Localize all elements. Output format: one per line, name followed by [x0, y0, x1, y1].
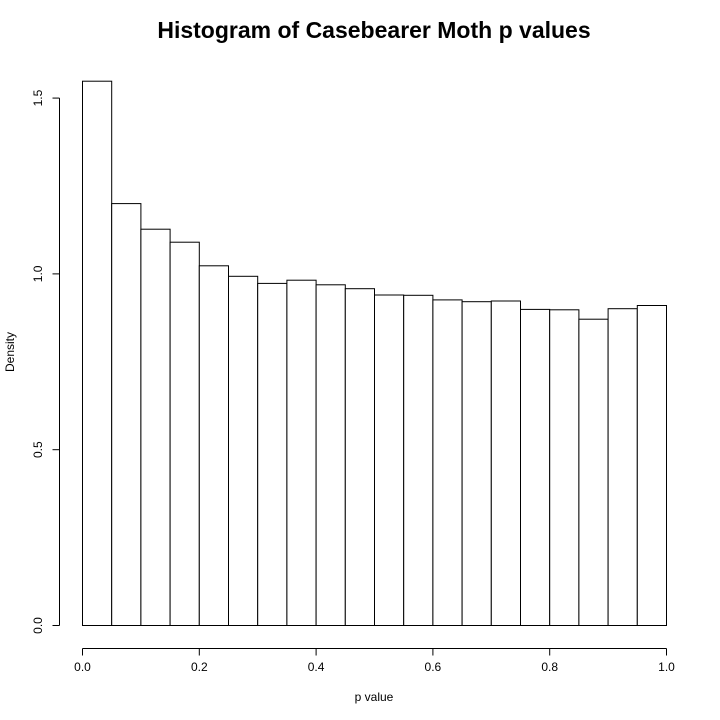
histogram-bar — [461, 301, 492, 626]
x-axis-label: p value — [355, 690, 394, 704]
histogram-bar — [578, 318, 609, 626]
histogram-bar — [520, 308, 551, 626]
histogram-bar — [140, 228, 171, 626]
histogram-bar — [403, 294, 434, 626]
histogram-bar — [549, 309, 580, 626]
x-tick-label: 0.8 — [541, 660, 558, 674]
chart-title: Histogram of Casebearer Moth p values — [157, 17, 590, 43]
histogram-bar — [374, 294, 405, 626]
x-tick-label: 0.0 — [74, 660, 91, 674]
histogram-bar — [111, 203, 142, 626]
histogram-bar — [315, 284, 346, 626]
x-tick-label: 0.4 — [308, 660, 325, 674]
histogram-bar — [257, 282, 288, 626]
x-tick-label: 0.6 — [425, 660, 442, 674]
histogram-bar — [344, 288, 375, 626]
histogram-bar — [82, 80, 113, 626]
x-tick-label: 1.0 — [658, 660, 675, 674]
y-tick-label: 0.5 — [31, 441, 45, 458]
bars-group — [82, 80, 667, 626]
x-tick-label: 0.2 — [191, 660, 208, 674]
x-axis: 0.0 0.2 0.4 0.6 0.8 1.0 — [74, 648, 675, 674]
y-tick-label: 1.0 — [31, 265, 45, 282]
histogram-bar — [286, 279, 317, 626]
histogram-bar — [490, 300, 521, 626]
y-tick-label: 0.0 — [31, 617, 45, 634]
y-tick-label: 1.5 — [31, 89, 45, 106]
histogram-bar — [198, 265, 230, 626]
histogram-bar — [169, 241, 200, 626]
y-axis-label: Density — [3, 332, 17, 372]
histogram-bar — [228, 275, 259, 626]
histogram-bar — [432, 299, 463, 626]
histogram-bar — [636, 305, 667, 626]
y-axis: 0.0 0.5 1.0 1.5 — [31, 89, 60, 634]
histogram-bar — [607, 308, 638, 626]
